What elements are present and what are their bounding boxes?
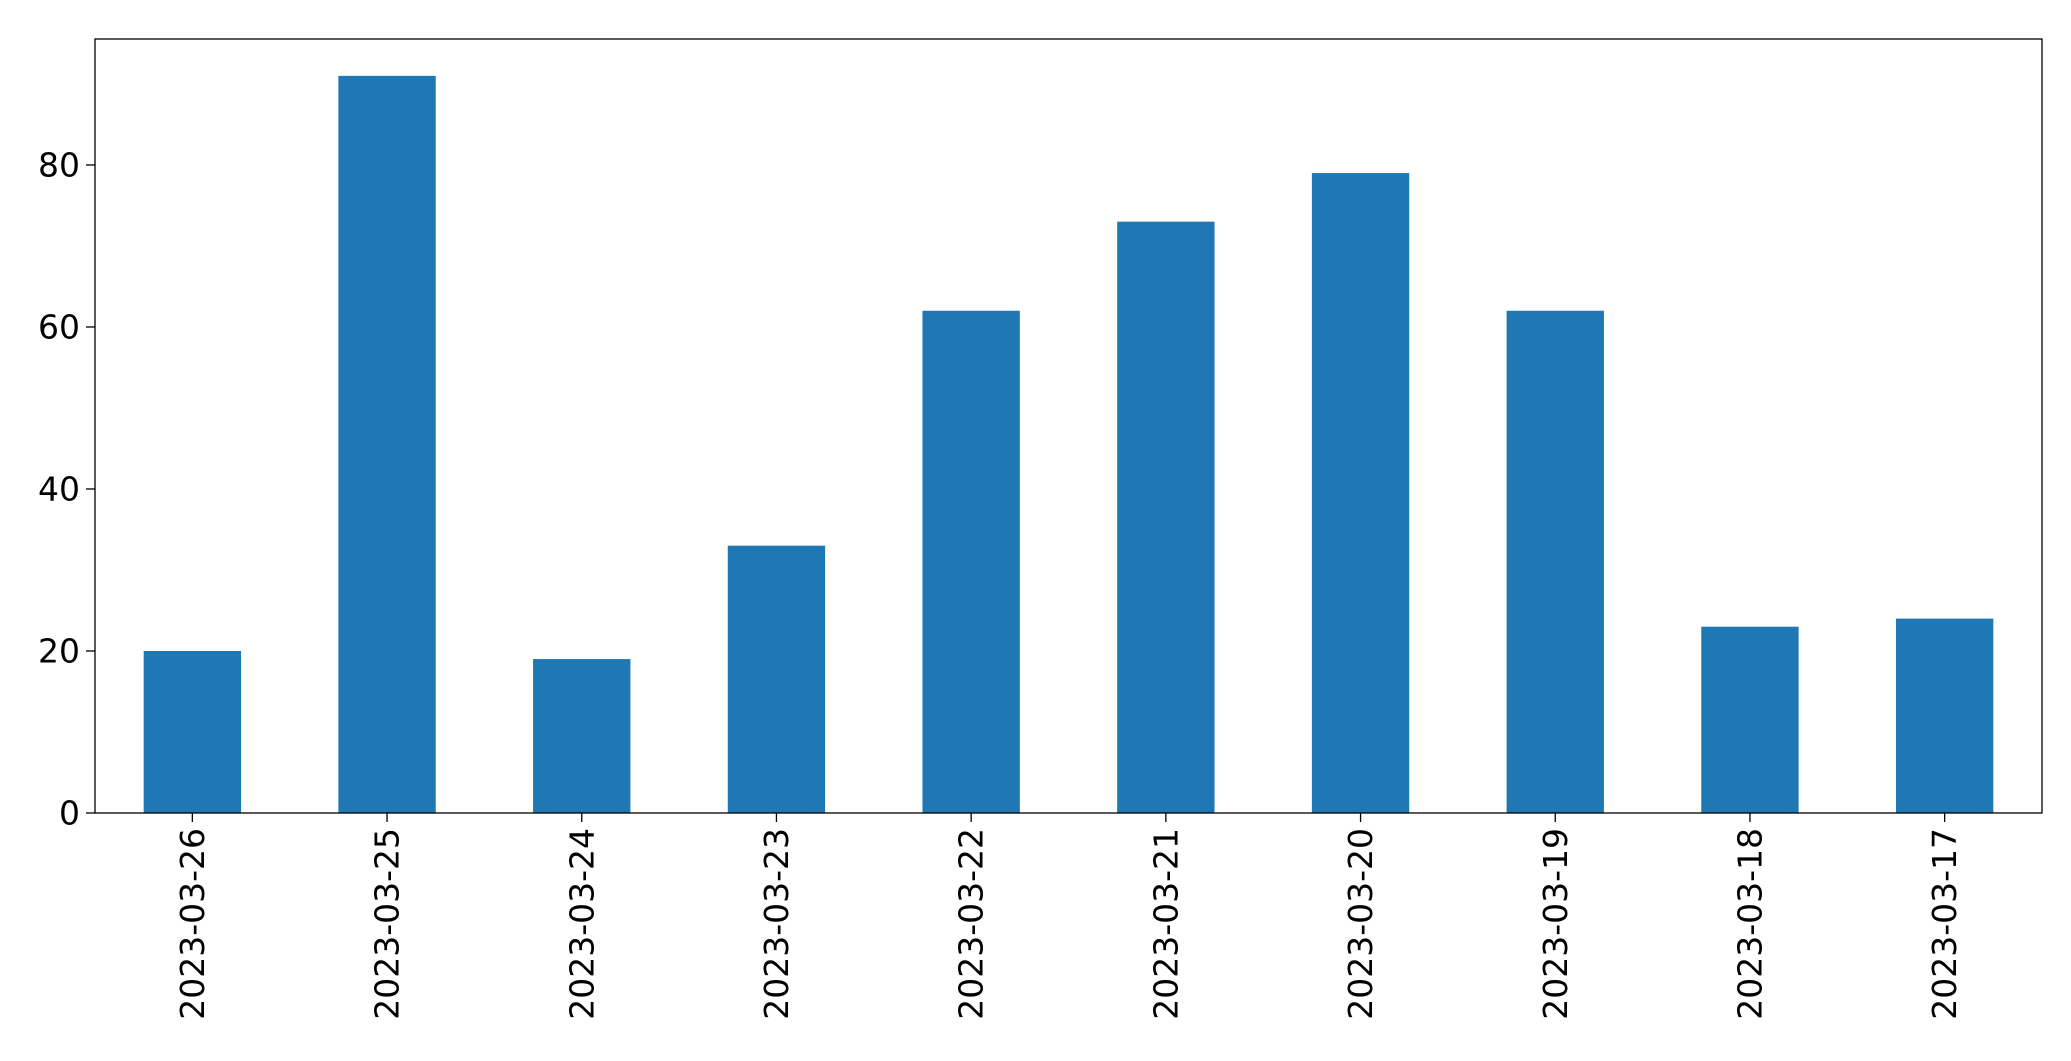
x-axis: 2023-03-26 2023-03-25 2023-03-24 2023-03-23… <box>173 813 1964 1020</box>
y-tick-label: 80 <box>38 145 80 184</box>
bar-2023-03-25 <box>338 75 436 814</box>
bar-2023-03-20 <box>1311 173 1410 813</box>
x-tick-label: 2023-03-22 <box>952 828 991 1020</box>
bar-2023-03-17 <box>1895 618 1994 813</box>
x-tick-label: 2023-03-19 <box>1536 828 1575 1020</box>
x-tick-label: 2023-03-18 <box>1730 828 1769 1020</box>
bar-2023-03-22 <box>922 310 1020 813</box>
bar-2023-03-19 <box>1506 310 1604 813</box>
bar-2023-03-23 <box>727 545 826 813</box>
y-axis: 0 20 40 60 80 <box>38 145 95 833</box>
bar-2023-03-21 <box>1117 221 1215 814</box>
y-tick-label: 20 <box>38 631 80 670</box>
bars <box>143 75 1994 814</box>
x-tick-label: 2023-03-26 <box>173 828 212 1020</box>
y-tick-label: 40 <box>38 469 80 508</box>
bar-2023-03-26 <box>143 650 242 813</box>
x-tick-label: 2023-03-25 <box>368 828 407 1020</box>
x-tick-label: 2023-03-21 <box>1146 828 1185 1020</box>
x-tick-label: 2023-03-24 <box>562 828 601 1020</box>
x-tick-label: 2023-03-17 <box>1925 828 1964 1020</box>
y-tick-label: 0 <box>59 794 80 833</box>
bar-2023-03-18 <box>1701 626 1799 813</box>
plot-frame <box>94 38 2043 814</box>
x-tick-label: 2023-03-20 <box>1341 828 1380 1020</box>
x-tick-label: 2023-03-23 <box>757 828 796 1020</box>
y-tick-label: 60 <box>38 307 80 346</box>
bar-2023-03-24 <box>533 659 631 813</box>
